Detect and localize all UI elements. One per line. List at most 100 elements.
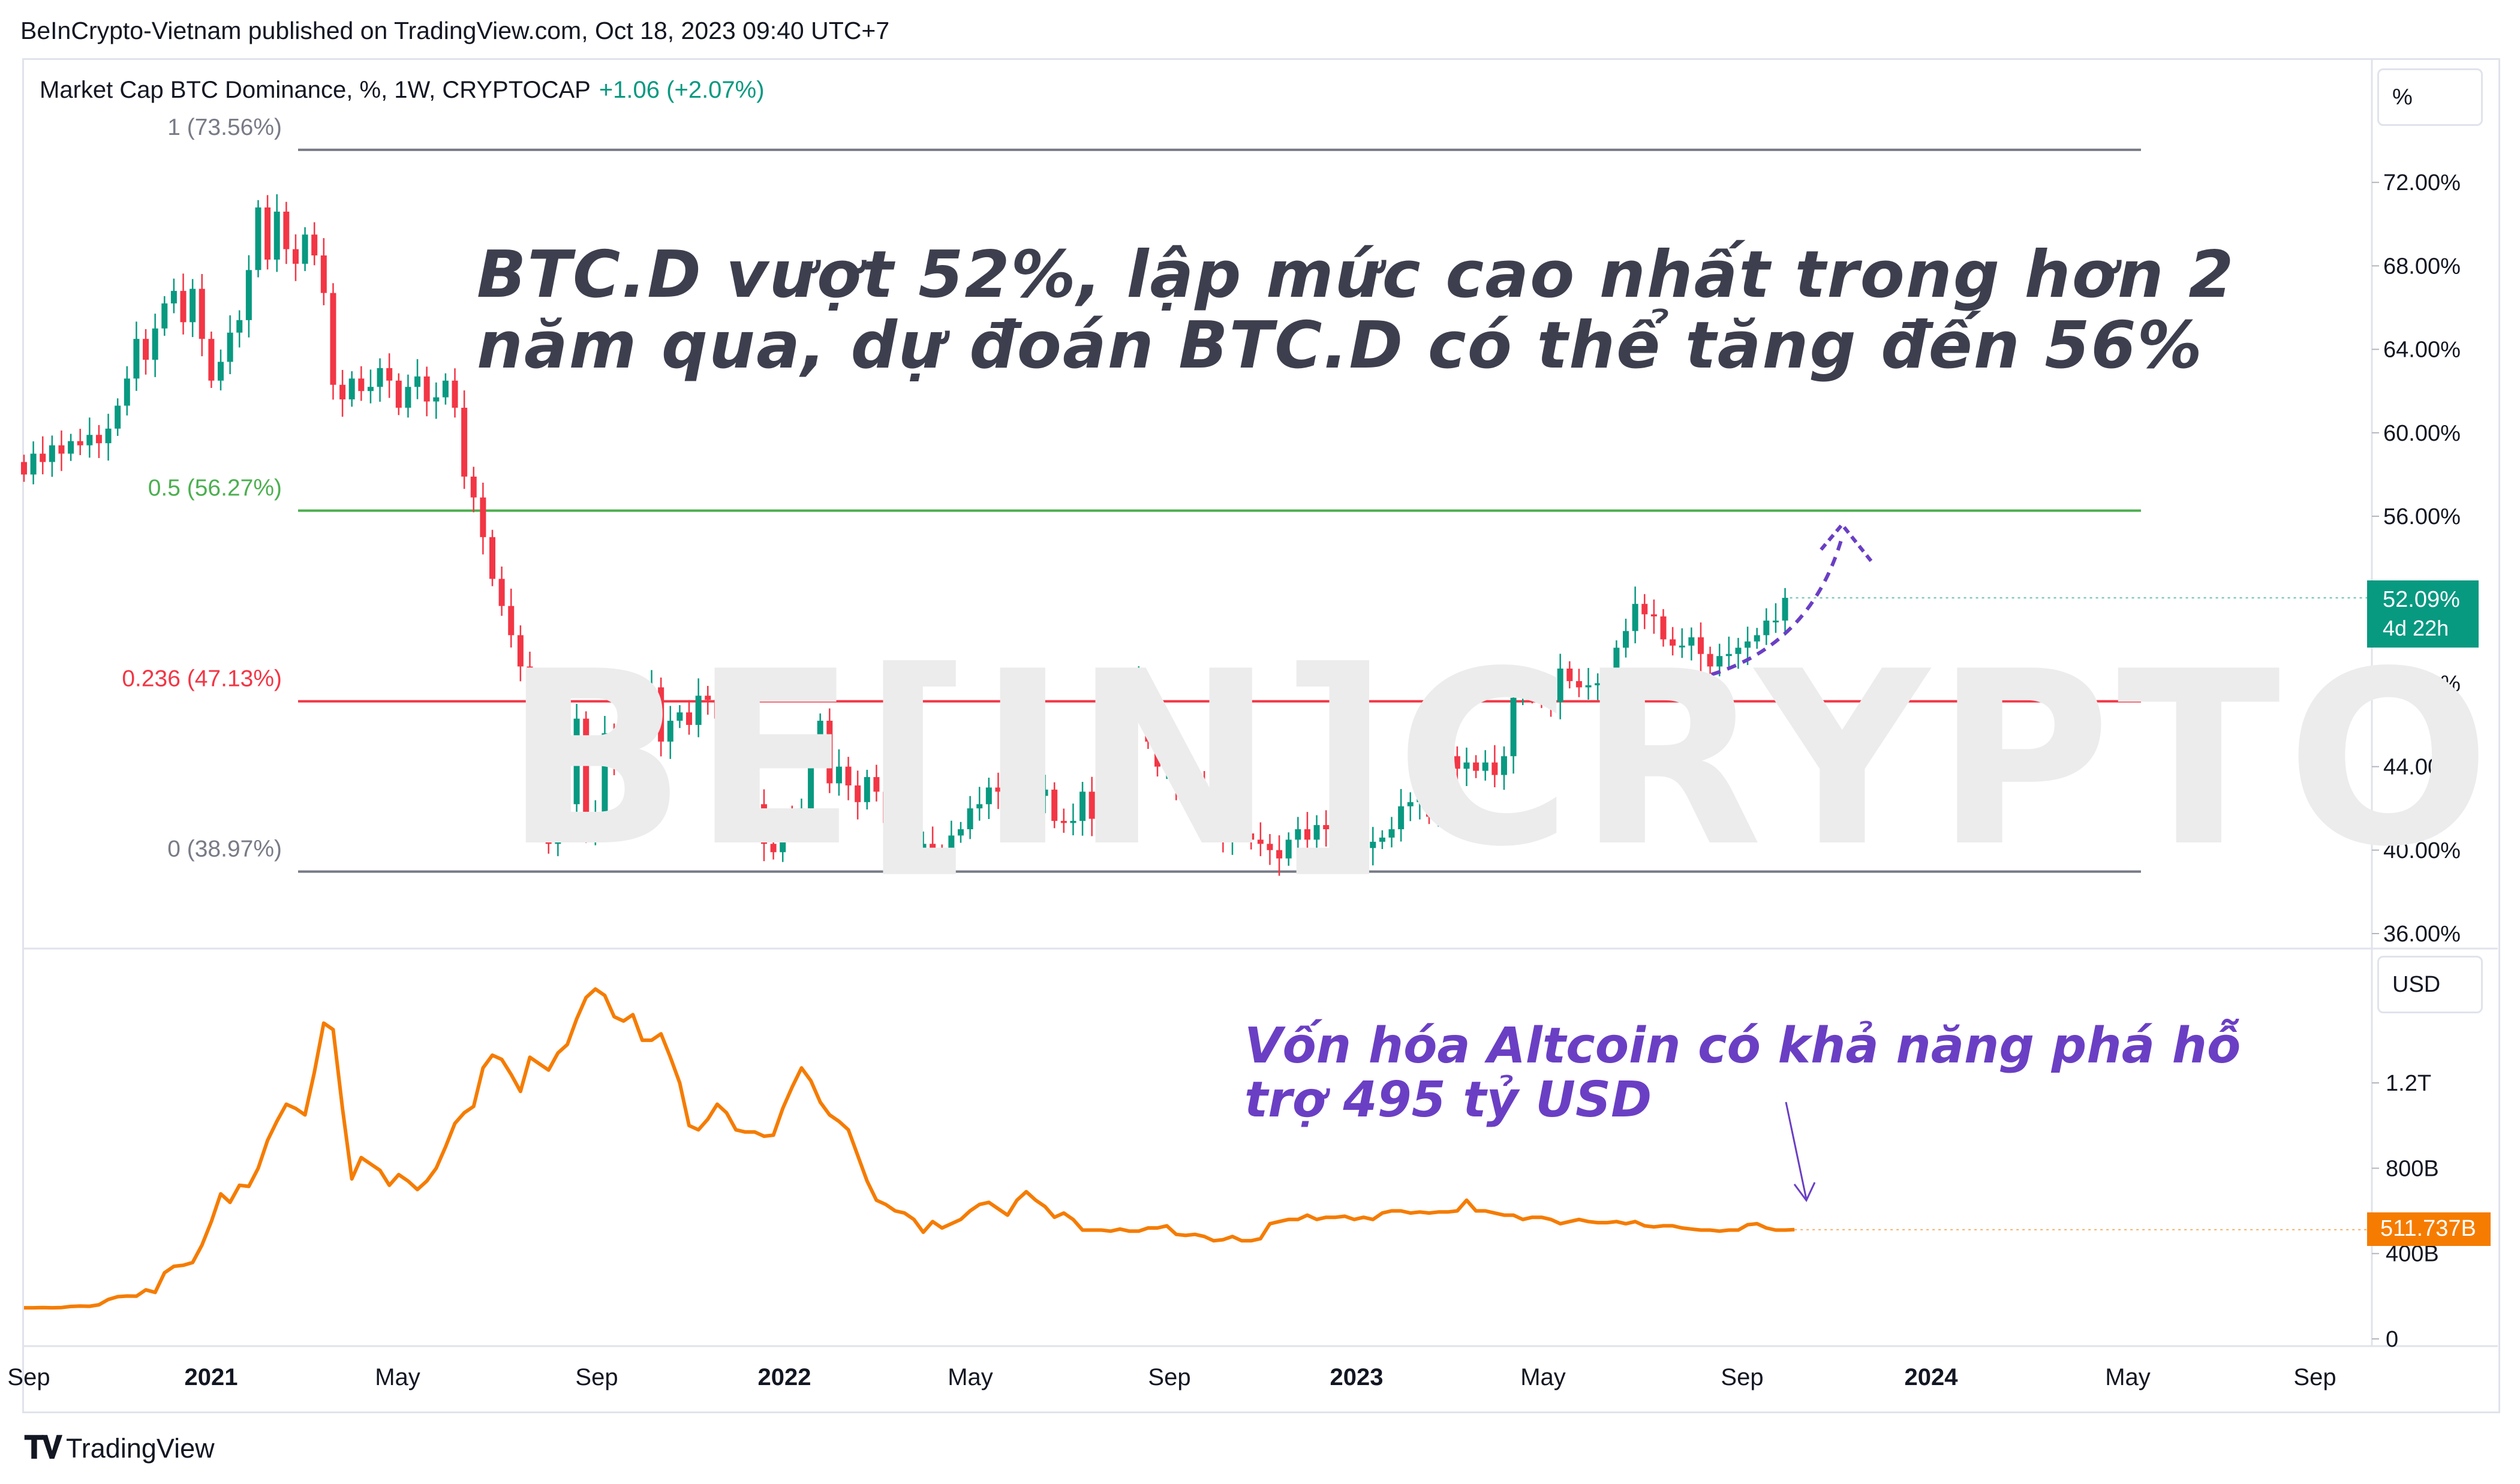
altcoin-annotation-line-2: trợ 495 tỷ USD	[1244, 1071, 1652, 1128]
candle-body	[1632, 604, 1638, 631]
candle-body	[527, 666, 533, 696]
candle-body	[208, 339, 215, 381]
candle-body	[95, 435, 102, 444]
candle-body	[461, 408, 468, 477]
candle-body	[292, 249, 299, 264]
x-tick-label: Sep	[7, 1364, 50, 1390]
candle-body	[143, 339, 149, 360]
candle-body	[49, 445, 55, 462]
candle-body	[470, 476, 477, 498]
x-tick-label: Sep	[1148, 1364, 1190, 1390]
usd-tick-label: 800B	[2386, 1156, 2439, 1181]
tradingview-name[interactable]: TradingView	[65, 1432, 215, 1464]
candle-body	[1032, 781, 1039, 796]
candle-body	[1454, 756, 1460, 769]
candle-body	[1445, 756, 1451, 761]
candle-body	[264, 207, 271, 260]
chart-frame	[22, 58, 2500, 1413]
candle-body	[1491, 762, 1498, 775]
candle-body	[939, 854, 945, 857]
candle-body	[30, 453, 37, 475]
x-tick-label: 2021	[185, 1364, 238, 1390]
candle-body	[1098, 818, 1105, 821]
candle-body	[564, 754, 570, 805]
candle-body	[302, 234, 308, 264]
candle-body	[1267, 844, 1273, 850]
y-tick-label: 64.00%	[2383, 338, 2461, 363]
candle-body	[855, 785, 861, 802]
candle-body	[433, 397, 440, 402]
candle-body	[602, 733, 608, 813]
candle-body	[639, 697, 645, 721]
candle-body	[1473, 762, 1479, 771]
candle-body	[1650, 614, 1657, 617]
bar-countdown: 4d 22h	[2383, 616, 2449, 640]
candle-body	[1088, 791, 1095, 819]
percent-scale-button[interactable]: %	[2377, 68, 2483, 126]
candle-body	[705, 696, 711, 700]
candle-body	[1276, 850, 1283, 859]
candle-body	[1463, 762, 1470, 769]
candle-body	[68, 441, 74, 454]
candle-body	[1360, 839, 1367, 848]
candle-body	[311, 234, 318, 255]
fib-level-label: 0.5 (56.27%)	[148, 475, 282, 501]
candle-body	[133, 339, 140, 379]
candle-body	[1782, 598, 1788, 621]
candle-body	[1070, 821, 1076, 823]
tradingview-logo-icon[interactable]: 𝐓𝐕	[24, 1430, 62, 1466]
candle-body	[442, 380, 449, 398]
candle-body	[930, 844, 936, 854]
candle-body	[967, 808, 973, 829]
candle-body	[1042, 789, 1048, 796]
candle-body	[873, 777, 880, 792]
candle-body	[1117, 737, 1123, 817]
projection-arrow	[1694, 536, 1844, 681]
candle-body	[1679, 645, 1685, 648]
usd-tick-label: 1.2T	[2386, 1071, 2431, 1096]
candle-body	[1154, 741, 1161, 767]
x-tick-label: May	[948, 1364, 993, 1390]
support-arrow-head	[1793, 1182, 1816, 1202]
candle-body	[1548, 696, 1554, 702]
candle-body	[1500, 756, 1507, 775]
candle-body	[817, 721, 823, 752]
candle-body	[1435, 760, 1442, 817]
candle-body	[1595, 683, 1601, 685]
candle-body	[883, 791, 889, 823]
candle-body	[227, 332, 233, 362]
candle-body	[245, 270, 252, 320]
support-arrow	[1785, 1101, 1808, 1200]
candle-body	[498, 579, 505, 606]
last-price-tag: 52.09% 4d 22h	[2367, 580, 2479, 648]
candle-body	[1388, 829, 1395, 838]
fib-level-label: 0.236 (47.13%)	[122, 666, 282, 692]
candle-body	[920, 844, 927, 850]
candle-body	[676, 712, 683, 721]
candle-body	[798, 808, 805, 827]
candle-body	[405, 387, 411, 408]
candle-body	[1295, 829, 1301, 840]
candle-body	[620, 749, 627, 761]
last-price-value: 52.09%	[2383, 587, 2460, 612]
legend-change: +1.06 (+2.07%)	[599, 77, 765, 103]
usd-scale-button[interactable]: USD	[2377, 956, 2483, 1013]
candle-body	[667, 721, 673, 742]
candle-body	[508, 606, 515, 636]
candle-body	[1716, 656, 1723, 667]
candle-body	[780, 823, 786, 853]
candle-body	[124, 378, 130, 406]
candle-body	[864, 777, 870, 802]
y-tick-label: 36.00%	[2383, 922, 2461, 947]
candle-body	[1585, 685, 1592, 688]
candle-body	[892, 812, 898, 823]
candle-body	[199, 288, 205, 339]
candle-body	[760, 804, 767, 844]
candle-body	[86, 435, 93, 445]
fib-level-label: 1 (73.56%)	[167, 115, 282, 140]
candle-body	[1641, 604, 1648, 615]
candle-body	[161, 303, 168, 329]
candle-body	[395, 380, 402, 408]
candle-body	[1192, 773, 1198, 784]
fib-level-label: 0 (38.97%)	[167, 836, 282, 862]
